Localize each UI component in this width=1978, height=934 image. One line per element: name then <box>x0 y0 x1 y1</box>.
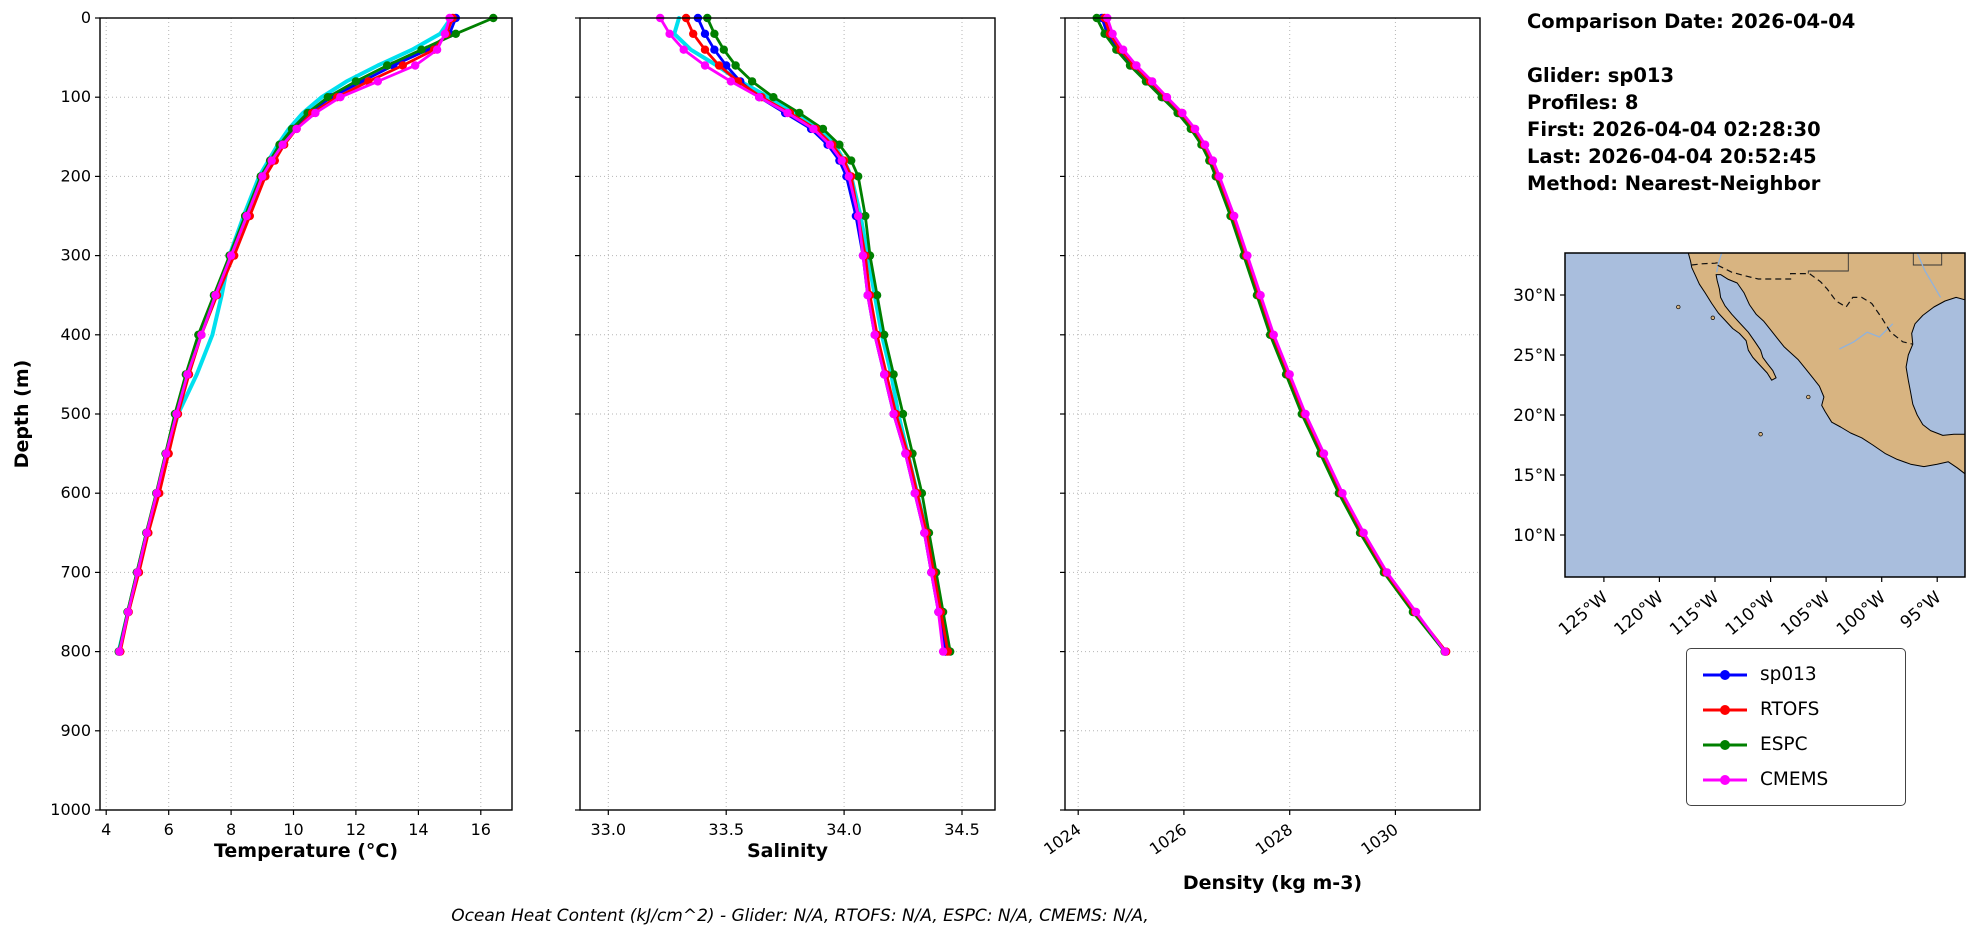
river-line <box>1716 252 1723 273</box>
svg-text:600: 600 <box>60 483 91 502</box>
profiles-count-text: Profiles: 8 <box>1527 91 1639 114</box>
svg-text:10°N: 10°N <box>1513 526 1556 546</box>
island-dot <box>1676 304 1681 310</box>
svg-text:110°W: 110°W <box>1722 587 1779 640</box>
river-line <box>1916 252 1942 298</box>
svg-text:33.0: 33.0 <box>590 820 626 839</box>
svg-text:0: 0 <box>81 8 91 27</box>
svg-text:800: 800 <box>60 642 91 661</box>
glider-name-text: Glider: sp013 <box>1527 64 1675 87</box>
island-dot <box>1758 432 1763 437</box>
comparison-date-text: Comparison Date: 2026-04-04 <box>1527 10 1856 33</box>
legend-label: ESPC <box>1760 734 1808 755</box>
legend-line-marker-icon <box>1703 774 1747 785</box>
svg-text:25°N: 25°N <box>1513 346 1556 366</box>
svg-text:33.5: 33.5 <box>708 820 744 839</box>
svg-text:1030: 1030 <box>1357 820 1401 859</box>
salinity-axis-label: Salinity <box>746 840 829 862</box>
svg-text:30°N: 30°N <box>1513 286 1556 306</box>
temperature-series-sp013 <box>118 16 458 653</box>
svg-text:400: 400 <box>60 325 91 344</box>
svg-text:100: 100 <box>60 87 91 106</box>
svg-text:105°W: 105°W <box>1777 587 1834 640</box>
density-axis-label: Density (kg m-3) <box>1182 872 1363 894</box>
island-dot <box>1806 394 1811 400</box>
legend-label: sp013 <box>1760 664 1817 685</box>
svg-text:34.5: 34.5 <box>944 820 980 839</box>
depth-axis-label: Depth (m) <box>11 359 33 469</box>
temperature-series-RTOFS <box>118 16 455 653</box>
state-boundary-line <box>1912 253 1943 266</box>
map-panel: 10°N 15°N 20°N 25°N 30°N 125°W120°W115°W110°W… <box>1513 252 1966 640</box>
svg-text:15°N: 15°N <box>1513 466 1556 486</box>
svg-text:1028: 1028 <box>1252 820 1296 859</box>
temperature-axis-label: Temperature (°C) <box>213 840 399 862</box>
island-dot <box>1710 315 1715 320</box>
svg-text:900: 900 <box>60 721 91 740</box>
info-spacer <box>1527 35 1855 62</box>
svg-text:200: 200 <box>60 166 91 185</box>
svg-text:95°W: 95°W <box>1897 587 1946 633</box>
svg-text:125°W: 125°W <box>1555 587 1612 640</box>
svg-text:14: 14 <box>408 820 428 839</box>
legend-item-sp013: sp013 <box>1701 657 1891 692</box>
svg-text:34.0: 34.0 <box>826 820 862 839</box>
svg-text:1000: 1000 <box>50 800 91 819</box>
svg-text:115°W: 115°W <box>1666 587 1723 640</box>
density-panel: 1024 1026 1028 1030 <box>1040 13 1481 859</box>
us-mexico-border-line <box>1691 261 1913 345</box>
svg-text:4: 4 <box>101 820 111 839</box>
state-boundary-line <box>1807 253 1849 274</box>
legend-item-cmems: CMEMS <box>1701 762 1891 797</box>
svg-text:1024: 1024 <box>1040 820 1084 859</box>
land-area <box>1687 252 1966 475</box>
svg-text:100°W: 100°W <box>1833 587 1890 640</box>
svg-text:120°W: 120°W <box>1611 587 1668 640</box>
svg-text:700: 700 <box>60 562 91 581</box>
river-line <box>1839 323 1894 350</box>
svg-text:16: 16 <box>471 820 491 839</box>
svg-text:6: 6 <box>164 820 174 839</box>
svg-text:12: 12 <box>346 820 366 839</box>
svg-text:300: 300 <box>60 246 91 265</box>
location-map: 10°N 15°N 20°N 25°N 30°N 125°W120°W115°W110°W… <box>1513 252 1966 640</box>
comparison-info-block: Comparison Date: 2026-04-04 Glider: sp01… <box>1527 8 1855 197</box>
profile-plots: 4 6 8 10 12 14 16 0 100 200 300 400 500 600 700 800 900 1… <box>50 8 1481 859</box>
legend-line-marker-icon <box>1703 739 1747 750</box>
legend-line-marker-icon <box>1703 704 1747 715</box>
temperature-panel: 4 6 8 10 12 14 16 0 100 200 300 400 500 600 700 800 900 1… <box>50 8 513 839</box>
salinity-panel: 33.0 33.5 34.0 34.5 <box>575 13 996 839</box>
svg-text:8: 8 <box>226 820 236 839</box>
legend: sp013 RTOFS ESPC CMEMS <box>1686 648 1906 806</box>
svg-text:20°N: 20°N <box>1513 406 1556 426</box>
legend-line-marker-icon <box>1703 669 1747 680</box>
legend-label: CMEMS <box>1760 769 1829 790</box>
ocean-heat-content-caption: Ocean Heat Content (kJ/cm^2) - Glider: N… <box>451 906 1149 926</box>
svg-text:1026: 1026 <box>1146 820 1190 859</box>
last-profile-time-text: Last: 2026-04-04 20:52:45 <box>1527 145 1817 168</box>
svg-text:500: 500 <box>60 404 91 423</box>
legend-item-rtofs: RTOFS <box>1701 692 1891 727</box>
first-profile-time-text: First: 2026-04-04 02:28:30 <box>1527 118 1821 141</box>
legend-label: RTOFS <box>1760 699 1820 720</box>
svg-text:10: 10 <box>283 820 303 839</box>
method-text: Method: Nearest-Neighbor <box>1527 172 1821 195</box>
legend-item-espc: ESPC <box>1701 727 1891 762</box>
